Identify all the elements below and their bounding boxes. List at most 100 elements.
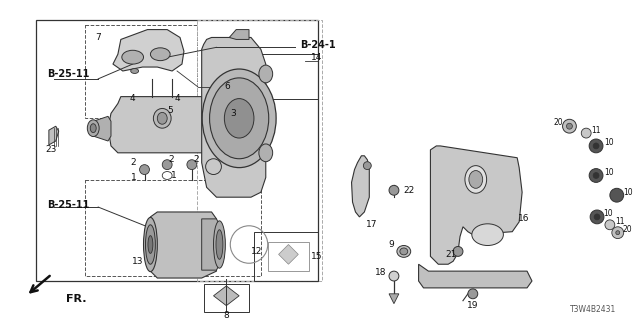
Text: 3: 3 bbox=[230, 109, 236, 118]
Bar bbox=[254, 232, 318, 281]
Circle shape bbox=[616, 231, 620, 235]
Polygon shape bbox=[419, 264, 532, 288]
Circle shape bbox=[605, 220, 615, 230]
Circle shape bbox=[389, 185, 399, 195]
Polygon shape bbox=[108, 97, 216, 153]
Polygon shape bbox=[150, 212, 216, 278]
Text: 12: 12 bbox=[252, 247, 262, 256]
Circle shape bbox=[187, 160, 196, 170]
Ellipse shape bbox=[400, 248, 408, 255]
Text: 1: 1 bbox=[131, 173, 136, 182]
Circle shape bbox=[593, 172, 599, 179]
Polygon shape bbox=[216, 116, 229, 141]
Text: B-25-11: B-25-11 bbox=[47, 200, 89, 210]
Polygon shape bbox=[93, 116, 111, 141]
Polygon shape bbox=[202, 219, 220, 270]
Text: 21: 21 bbox=[445, 250, 457, 259]
Circle shape bbox=[612, 227, 623, 239]
Polygon shape bbox=[389, 294, 399, 304]
Circle shape bbox=[590, 210, 604, 224]
Bar bbox=[36, 20, 318, 281]
Ellipse shape bbox=[143, 217, 157, 272]
Ellipse shape bbox=[131, 68, 139, 74]
Text: 14: 14 bbox=[311, 53, 323, 62]
Ellipse shape bbox=[202, 69, 276, 168]
Ellipse shape bbox=[472, 224, 504, 245]
Circle shape bbox=[610, 188, 623, 202]
Bar bbox=[204, 284, 249, 312]
Text: 2: 2 bbox=[131, 158, 136, 167]
Polygon shape bbox=[351, 156, 369, 217]
Text: 4: 4 bbox=[174, 94, 180, 103]
Bar bbox=[85, 25, 196, 118]
Text: 8: 8 bbox=[223, 311, 229, 320]
Circle shape bbox=[453, 246, 463, 256]
Text: 11: 11 bbox=[615, 217, 625, 226]
Bar bbox=[85, 180, 261, 276]
Ellipse shape bbox=[225, 99, 254, 138]
Ellipse shape bbox=[154, 108, 171, 128]
Text: 20: 20 bbox=[623, 225, 632, 234]
Text: 22: 22 bbox=[403, 186, 414, 195]
Polygon shape bbox=[113, 29, 184, 71]
Ellipse shape bbox=[214, 221, 225, 268]
Circle shape bbox=[468, 289, 477, 299]
Circle shape bbox=[364, 162, 371, 170]
Text: 19: 19 bbox=[467, 301, 479, 310]
Polygon shape bbox=[229, 29, 249, 39]
Ellipse shape bbox=[259, 65, 273, 83]
Text: 2: 2 bbox=[193, 155, 198, 164]
Ellipse shape bbox=[259, 144, 273, 162]
Circle shape bbox=[563, 119, 577, 133]
Circle shape bbox=[163, 160, 172, 170]
Circle shape bbox=[589, 139, 603, 153]
Ellipse shape bbox=[122, 50, 143, 64]
Text: 17: 17 bbox=[365, 220, 377, 229]
Ellipse shape bbox=[150, 48, 170, 60]
Ellipse shape bbox=[148, 236, 153, 253]
Text: 11: 11 bbox=[591, 126, 601, 135]
Ellipse shape bbox=[209, 78, 269, 159]
Ellipse shape bbox=[469, 171, 483, 188]
Circle shape bbox=[589, 169, 603, 182]
Text: 10: 10 bbox=[604, 168, 614, 177]
Text: 9: 9 bbox=[388, 240, 394, 249]
Text: B-25-11: B-25-11 bbox=[47, 69, 89, 79]
Circle shape bbox=[140, 165, 149, 174]
Text: 2: 2 bbox=[168, 155, 174, 164]
Text: 10: 10 bbox=[623, 188, 632, 197]
Text: 4: 4 bbox=[130, 94, 136, 103]
Text: B-24-1: B-24-1 bbox=[300, 40, 336, 50]
Ellipse shape bbox=[224, 120, 235, 136]
Text: 5: 5 bbox=[167, 106, 173, 115]
Circle shape bbox=[566, 123, 572, 129]
Circle shape bbox=[581, 128, 591, 138]
Circle shape bbox=[594, 214, 600, 220]
Text: 6: 6 bbox=[225, 82, 230, 91]
Polygon shape bbox=[278, 244, 298, 264]
Bar bbox=[268, 242, 309, 271]
Text: 10: 10 bbox=[603, 210, 612, 219]
Ellipse shape bbox=[87, 120, 99, 137]
Bar bbox=[254, 54, 318, 99]
Text: 13: 13 bbox=[132, 257, 143, 266]
Text: 16: 16 bbox=[518, 214, 530, 223]
Ellipse shape bbox=[90, 124, 96, 132]
Ellipse shape bbox=[145, 225, 156, 264]
Text: 23: 23 bbox=[45, 145, 56, 154]
Text: 20: 20 bbox=[554, 118, 563, 127]
Ellipse shape bbox=[216, 230, 223, 259]
Polygon shape bbox=[49, 126, 59, 145]
Polygon shape bbox=[202, 37, 266, 197]
Ellipse shape bbox=[397, 245, 411, 257]
Text: 15: 15 bbox=[311, 252, 323, 261]
Text: 10: 10 bbox=[604, 139, 614, 148]
Ellipse shape bbox=[389, 271, 399, 281]
Text: 18: 18 bbox=[376, 268, 387, 276]
Text: T3W4B2431: T3W4B2431 bbox=[570, 305, 616, 314]
Ellipse shape bbox=[227, 124, 232, 132]
Circle shape bbox=[593, 143, 599, 149]
Ellipse shape bbox=[465, 166, 486, 193]
Text: 7: 7 bbox=[95, 33, 101, 42]
Polygon shape bbox=[431, 146, 522, 264]
